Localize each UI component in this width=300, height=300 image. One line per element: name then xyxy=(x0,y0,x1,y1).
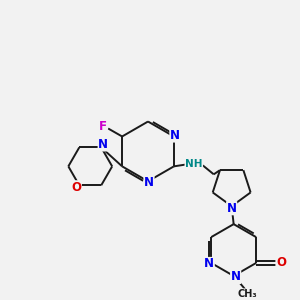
Text: NH: NH xyxy=(185,159,202,170)
Text: N: N xyxy=(144,176,154,189)
Text: N: N xyxy=(231,270,241,284)
Text: CH₃: CH₃ xyxy=(238,289,257,299)
Text: N: N xyxy=(227,202,237,215)
Text: O: O xyxy=(276,256,286,269)
Text: N: N xyxy=(98,138,108,151)
Text: F: F xyxy=(99,120,107,133)
Text: O: O xyxy=(71,181,81,194)
Text: N: N xyxy=(170,129,180,142)
Text: N: N xyxy=(204,257,214,271)
